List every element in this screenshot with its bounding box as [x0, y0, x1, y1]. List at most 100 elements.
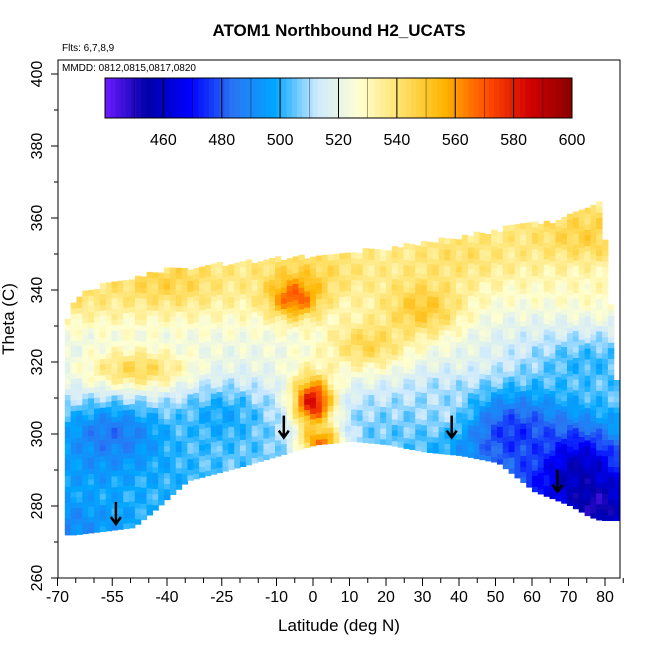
- heatmap-cell: [596, 422, 603, 429]
- heatmap-cell: [269, 306, 276, 313]
- heatmap-cell: [356, 404, 364, 411]
- heatmap-cell: [596, 233, 603, 240]
- heatmap-cell: [310, 440, 317, 447]
- heatmap-cell: [134, 453, 142, 460]
- heatmap-cell: [607, 493, 615, 500]
- heatmap-cell: [275, 407, 282, 414]
- heatmap-cell: [461, 245, 469, 252]
- heatmap-cell: [537, 310, 545, 317]
- heatmap-cell: [386, 288, 393, 295]
- heatmap-cell: [467, 295, 475, 302]
- heatmap-cell: [391, 327, 399, 334]
- heatmap-cell: [356, 431, 364, 438]
- heatmap-cell: [479, 351, 486, 358]
- heatmap-cell: [99, 526, 107, 532]
- heatmap-cell: [234, 338, 241, 345]
- heatmap-cell: [537, 288, 545, 295]
- heatmap-cell: [245, 318, 253, 325]
- heatmap-cell: [140, 406, 148, 413]
- heatmap-cell: [292, 261, 299, 268]
- heatmap-cell: [456, 266, 463, 273]
- heatmap-cell: [263, 432, 270, 439]
- heatmap-cell: [88, 446, 95, 453]
- heatmap-cell: [181, 457, 188, 463]
- heatmap-cell: [245, 443, 253, 450]
- heatmap-cell: [607, 363, 615, 370]
- heatmap-cell: [269, 344, 276, 351]
- heatmap-cell: [292, 337, 299, 344]
- heatmap-cell: [111, 373, 118, 380]
- heatmap-cell: [111, 443, 118, 450]
- heatmap-cell: [152, 310, 159, 317]
- heatmap-cell: [222, 336, 229, 342]
- heatmap-cell: [450, 335, 457, 342]
- heatmap-cell: [304, 361, 311, 367]
- heatmap-cell: [339, 328, 346, 335]
- heatmap-cell: [374, 395, 381, 401]
- heatmap-cell: [613, 461, 620, 467]
- heatmap-cell: [421, 273, 428, 280]
- heatmap-cell: [129, 365, 136, 372]
- heatmap-cell: [432, 404, 440, 411]
- heatmap-cell: [205, 346, 212, 352]
- heatmap-cell: [339, 361, 346, 368]
- heatmap-cell: [403, 280, 410, 287]
- heatmap-cell: [82, 447, 89, 454]
- heatmap-cell: [321, 303, 329, 310]
- heatmap-cell: [386, 428, 393, 435]
- heatmap-cell: [532, 486, 539, 493]
- heatmap-cell: [315, 412, 323, 419]
- heatmap-cell: [64, 459, 72, 466]
- heatmap-cell: [111, 524, 118, 531]
- heatmap-cell: [240, 423, 247, 430]
- heatmap-cell: [590, 399, 597, 406]
- heatmap-cell: [175, 338, 183, 344]
- heatmap-cell: [146, 288, 153, 295]
- heatmap-cell: [193, 322, 200, 329]
- heatmap-cell: [561, 443, 568, 450]
- heatmap-cell: [549, 228, 556, 235]
- heatmap-cell: [251, 327, 259, 334]
- heatmap-cell: [403, 432, 410, 439]
- heatmap-cell: [578, 387, 586, 394]
- heatmap-cell: [537, 299, 545, 306]
- heatmap-cell: [572, 362, 580, 369]
- heatmap-cell: [584, 418, 591, 425]
- heatmap-cell: [152, 342, 159, 349]
- heatmap-cell: [245, 362, 253, 369]
- heatmap-cell: [333, 361, 340, 368]
- heatmap-cell: [532, 291, 539, 298]
- heatmap-cell: [549, 379, 556, 386]
- heatmap-cell: [438, 318, 445, 325]
- heatmap-cell: [263, 362, 270, 369]
- heatmap-cell: [602, 488, 609, 494]
- heatmap-cell: [333, 307, 340, 314]
- heatmap-cell: [193, 316, 200, 323]
- heatmap-cell: [94, 332, 101, 339]
- heatmap-cell: [199, 390, 206, 397]
- heatmap-cell: [310, 434, 317, 441]
- heatmap-cell: [82, 403, 89, 410]
- heatmap-cell: [491, 267, 498, 274]
- heatmap-cell: [508, 251, 515, 258]
- heatmap-cell: [596, 455, 603, 462]
- heatmap-cell: [403, 275, 410, 282]
- heatmap-cell: [240, 347, 247, 354]
- heatmap-cell: [286, 382, 294, 389]
- heatmap-cell: [64, 318, 72, 325]
- heatmap-cell: [152, 445, 159, 452]
- heatmap-cell: [315, 325, 323, 332]
- heatmap-cell: [467, 322, 475, 329]
- heatmap-cell: [222, 330, 229, 337]
- heatmap-cell: [169, 316, 177, 323]
- heatmap-cell: [164, 397, 171, 403]
- heatmap-cell: [403, 345, 410, 352]
- heatmap-cell: [461, 364, 469, 371]
- heatmap-cell: [590, 329, 597, 335]
- heatmap-cell: [140, 325, 148, 332]
- heatmap-cell: [567, 273, 574, 280]
- heatmap-cell: [578, 220, 586, 227]
- heatmap-cell: [333, 351, 340, 357]
- heatmap-cell: [356, 323, 364, 330]
- heatmap-cell: [508, 419, 515, 426]
